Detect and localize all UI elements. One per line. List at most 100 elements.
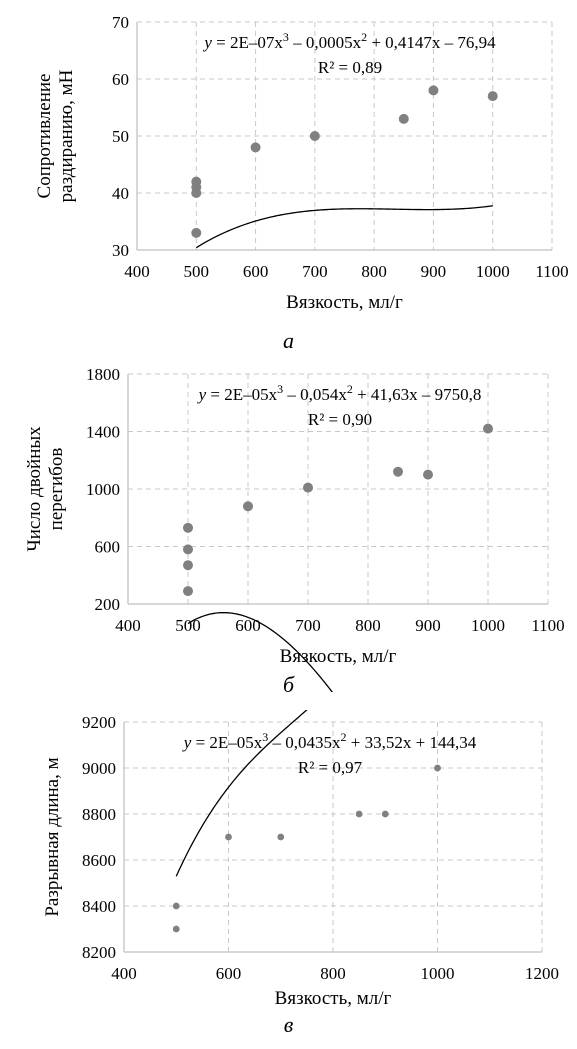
y-tick-label: 1400 (86, 423, 120, 442)
x-tick-label: 1200 (525, 964, 559, 983)
y-tick-label: 8800 (82, 805, 116, 824)
x-tick-label: 800 (320, 964, 346, 983)
data-point (487, 91, 498, 102)
equation-part: – 0,054x (283, 385, 347, 404)
data-point (303, 482, 313, 493)
x-tick-label: 500 (175, 616, 201, 635)
y-axis-title: Сопротивлениераздиранию, мН (34, 69, 77, 202)
y-tick-label: 8200 (82, 943, 116, 962)
x-axis-title: Вязкость, мл/г (286, 292, 403, 313)
equation-y: y (202, 33, 212, 52)
y-tick-label: 9200 (82, 713, 116, 732)
equation-part: + 33,52x + 144,34 (347, 733, 477, 752)
data-point (250, 142, 261, 153)
data-point (172, 925, 180, 933)
x-tick-label: 400 (124, 262, 150, 281)
y-axis-title-line: Разрывная длина, м (42, 757, 63, 916)
double-folds-chart: 200 600 1000 1400 1800 400 500 600 700 800 900 1000… (24, 365, 565, 938)
y-tick-label: 600 (95, 538, 121, 557)
data-point (191, 227, 202, 238)
equation-part: 3 (262, 730, 268, 744)
data-point (428, 85, 439, 96)
data-point (393, 466, 403, 477)
y-axis-title-line: раздиранию, мН (56, 69, 77, 202)
r-squared-label: R² = 0,90 (308, 410, 372, 429)
equation-part: 2 (341, 730, 347, 744)
data-point (398, 113, 409, 124)
x-tick-label: 600 (243, 262, 269, 281)
data-point (423, 469, 433, 480)
data-point (483, 423, 493, 434)
y-axis-title-line: Сопротивление (34, 74, 55, 199)
trendline-equation: y = 2E–07x3 – 0,0005x2 + 0,4147x – 76,94 (202, 30, 496, 52)
y-tick-label: 200 (95, 595, 121, 614)
trendline (195, 205, 493, 249)
y-tick-label: 1000 (86, 480, 120, 499)
equation-part: = 2E–05x (206, 385, 277, 404)
x-tick-label: 500 (184, 262, 210, 281)
data-point (434, 764, 441, 772)
equation-y: y (197, 385, 207, 404)
data-point (183, 560, 193, 571)
panel-label-c: в (283, 1012, 294, 1037)
equation-part: – 0,0435x (268, 733, 341, 752)
data-point (183, 586, 193, 597)
equation-part: + 41,63x – 9750,8 (353, 385, 482, 404)
y-axis-title: Разрывная длина, м (42, 757, 63, 916)
breaking-length-chart: 8200 8400 8600 8800 9000 9200 400 600 800 1000 120… (42, 499, 559, 1009)
y-axis-title-line: перегибов (46, 448, 67, 531)
equation-part: 2 (361, 30, 367, 44)
data-point (277, 833, 285, 841)
y-tick-label: 60 (112, 70, 129, 89)
equation-part: = 2E–05x (191, 733, 262, 752)
data-point (381, 810, 389, 818)
x-tick-label: 1000 (471, 616, 505, 635)
y-tick-label: 8400 (82, 897, 116, 916)
equation-part: – 0,0005x (289, 33, 362, 52)
equation-part: + 0,4147x – 76,94 (367, 33, 496, 52)
y-tick-label: 70 (112, 13, 129, 32)
chart-panel-a: 30 40 50 60 70 400 500 600 700 800 900 1000 1100 y = … (0, 0, 577, 353)
x-tick-label: 1000 (476, 262, 510, 281)
data-point (172, 902, 180, 910)
trendline-equation: y = 2E–05x3 – 0,0435x2 + 33,52x + 144,34 (182, 730, 477, 752)
x-tick-label: 1100 (531, 616, 564, 635)
x-tick-label: 1100 (535, 262, 568, 281)
r-squared-label: R² = 0,89 (318, 58, 382, 77)
x-tick-label: 600 (235, 616, 261, 635)
data-point (309, 131, 320, 141)
x-tick-label: 900 (421, 262, 447, 281)
x-axis-title: Вязкость, мл/г (275, 988, 392, 1009)
data-point (225, 833, 232, 841)
chart-panel-b: 200 600 1000 1400 1800 400 500 600 700 800 900 1000… (0, 362, 577, 938)
x-tick-label: 700 (295, 616, 321, 635)
x-tick-label: 800 (355, 616, 381, 635)
equation-part: 3 (283, 30, 289, 44)
y-axis-title-line: Число двойных (24, 426, 45, 552)
equation-part: 2 (347, 382, 353, 396)
x-tick-label: 1000 (421, 964, 455, 983)
equation-part: = 2E–07x (212, 33, 283, 52)
x-tick-label: 400 (111, 964, 137, 983)
y-tick-label: 40 (112, 184, 129, 203)
x-axis-title: Вязкость, мл/г (280, 646, 397, 667)
y-tick-label: 30 (112, 241, 129, 260)
x-tick-label: 900 (415, 616, 441, 635)
data-point (243, 501, 253, 512)
y-tick-label: 8600 (82, 851, 116, 870)
tear-resistance-chart: 30 40 50 60 70 400 500 600 700 800 900 1000 1100 y = … (34, 13, 569, 313)
data-point (191, 176, 202, 187)
x-tick-label: 800 (361, 262, 387, 281)
x-tick-label: 700 (302, 262, 328, 281)
r-squared-label: R² = 0,97 (298, 758, 363, 777)
chart-panel-c: 8200 8400 8600 8800 9000 9200 400 600 800 1000 120… (0, 499, 577, 1044)
trendline-equation: y = 2E–05x3 – 0,054x2 + 41,63x – 9750,8 (197, 382, 482, 404)
data-point (183, 544, 193, 555)
equation-part: 3 (277, 382, 283, 396)
y-tick-label: 50 (112, 127, 129, 146)
equation-y: y (182, 733, 192, 752)
panel-label-a: а (283, 328, 294, 353)
y-axis-title: Число двойныхперегибов (24, 426, 67, 552)
y-tick-label: 9000 (82, 759, 116, 778)
panel-label-b: б (282, 672, 295, 697)
